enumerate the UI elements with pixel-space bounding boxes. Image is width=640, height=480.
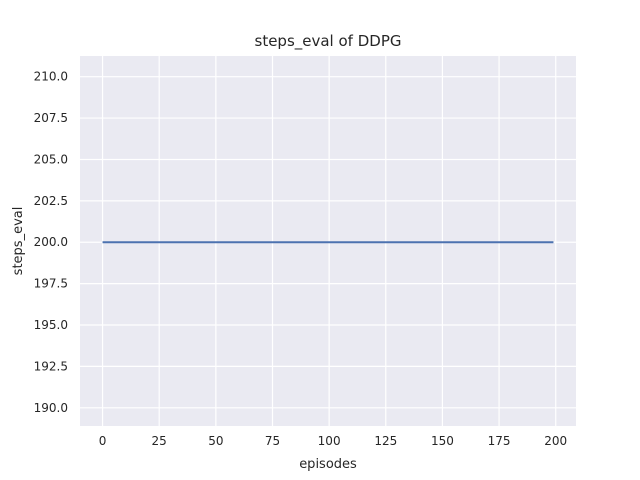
- y-tick-label: 202.5: [34, 194, 68, 208]
- plot-area: [80, 56, 576, 426]
- y-tick-label: 210.0: [34, 70, 68, 84]
- y-axis-label: steps_eval: [11, 207, 26, 276]
- chart-title: steps_eval of DDPG: [255, 32, 402, 51]
- x-axis-label: episodes: [299, 457, 357, 472]
- x-tick-label: 75: [265, 434, 280, 448]
- y-tick-label: 200.0: [34, 235, 68, 249]
- y-tick-label: 192.5: [34, 359, 68, 373]
- x-tick-label: 125: [374, 434, 397, 448]
- x-tick-label: 175: [488, 434, 511, 448]
- x-tick-label: 150: [431, 434, 454, 448]
- x-tick-label: 100: [318, 434, 341, 448]
- y-tick-label: 195.0: [34, 318, 68, 332]
- y-tick-labels: 190.0 192.5 195.0 197.5 200.0 202.5 205.0 207.5…: [34, 70, 68, 415]
- x-tick-label: 0: [99, 434, 107, 448]
- y-tick-label: 190.0: [34, 401, 68, 415]
- y-tick-label: 207.5: [34, 111, 68, 125]
- x-tick-label: 200: [544, 434, 567, 448]
- x-tick-labels: 0 25 50 75 100 125 150 175 200: [99, 434, 567, 448]
- y-tick-label: 197.5: [34, 277, 68, 291]
- x-tick-label: 25: [152, 434, 167, 448]
- x-tick-label: 50: [208, 434, 223, 448]
- y-tick-label: 205.0: [34, 152, 68, 166]
